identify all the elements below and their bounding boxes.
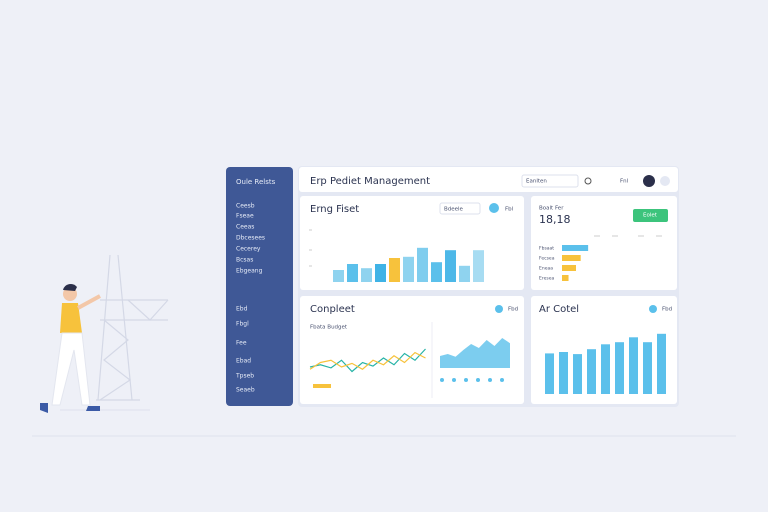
bar [473, 250, 484, 282]
header [299, 167, 678, 192]
sidebar-title: Oule Relsts [236, 178, 276, 186]
icon[interactable] [489, 203, 499, 213]
sidebar-item[interactable]: Cecerey [236, 246, 261, 253]
chart-subtitle: Fbata Budget [310, 325, 348, 331]
bar [615, 342, 624, 394]
bar [333, 270, 344, 282]
search-text: Eanlten [526, 179, 547, 185]
bar [657, 333, 666, 394]
header-button[interactable]: Fnl [620, 179, 629, 185]
row-label: Fecsea [539, 256, 555, 262]
bar [389, 258, 400, 282]
row-label: Eneaa [539, 266, 553, 272]
bar [573, 354, 582, 394]
row-bar [562, 275, 569, 281]
row-bar [562, 265, 576, 271]
dropdown[interactable] [439, 202, 481, 215]
action-button[interactable] [633, 209, 668, 222]
icon[interactable] [495, 305, 503, 313]
line-series [309, 351, 426, 370]
header-title: Erp Pediet Management [310, 176, 430, 187]
card-value: 18,18 [539, 213, 571, 226]
action-button-text: Eolet [643, 213, 658, 219]
bar [459, 265, 470, 282]
row-label: Eresea [539, 276, 554, 282]
sidebar-item[interactable]: Ceeas [236, 224, 254, 231]
card [300, 296, 524, 404]
sidebar-item[interactable]: Fseae [236, 213, 254, 220]
search-icon[interactable] [584, 177, 592, 185]
bar [431, 262, 442, 282]
card-title: Conpleet [310, 304, 355, 315]
sidebar-item[interactable]: Ceesb [236, 203, 255, 210]
sidebar-item[interactable]: Dbcesees [236, 235, 265, 242]
illustration [60, 254, 169, 411]
card-title: Ar Cotel [539, 304, 579, 315]
sidebar [226, 167, 293, 406]
card-button[interactable]: Fbd [508, 307, 518, 313]
sidebar-item[interactable]: Fee [236, 340, 247, 347]
sidebar-item[interactable]: Ebad [236, 358, 251, 365]
area-series [440, 338, 510, 368]
bar [375, 264, 386, 282]
row-bar [562, 255, 581, 261]
legend-dot [476, 378, 480, 382]
row-label: Fbsaat [539, 246, 554, 252]
sidebar-item[interactable]: Ebgeang [236, 268, 263, 275]
avatar[interactable] [643, 175, 655, 187]
sidebar-item[interactable]: Bcsas [236, 257, 253, 264]
bar [601, 344, 610, 394]
card-button[interactable]: Fbd [662, 307, 672, 313]
bar [587, 349, 596, 394]
card-button[interactable]: Fbl [505, 207, 514, 213]
bar [643, 342, 652, 394]
bar [545, 353, 554, 394]
sidebar-item[interactable]: Ebd [236, 306, 248, 313]
bar [559, 352, 568, 394]
sidebar-items: Ceesb Fseae Ceeas Dbcesees Cecerey Bcsas Ebgea… [235, 203, 265, 394]
icon[interactable] [649, 305, 657, 313]
sidebar-item[interactable]: Fbgl [236, 321, 249, 328]
bar [629, 337, 638, 394]
bar [347, 264, 358, 282]
bar [361, 268, 372, 282]
legend-dot [500, 378, 504, 382]
search-box[interactable] [521, 174, 579, 188]
dropdown-text: Bdeele [444, 207, 464, 213]
menu-icon[interactable] [660, 176, 670, 186]
sidebar-item[interactable]: Tpseb [235, 373, 254, 380]
card-title: Erng Fiset [310, 204, 359, 215]
legend-dot [440, 378, 444, 382]
bar [445, 250, 456, 282]
bar [403, 256, 414, 282]
legend-dot [464, 378, 468, 382]
person [40, 283, 101, 413]
legend-dot [452, 378, 456, 382]
sidebar-item[interactable]: Seaeb [236, 387, 255, 394]
row-bar [562, 245, 589, 251]
legend-bar [313, 384, 331, 388]
bar [417, 247, 428, 282]
card-title: Boalt Fer [539, 206, 564, 212]
legend-dot [488, 378, 492, 382]
